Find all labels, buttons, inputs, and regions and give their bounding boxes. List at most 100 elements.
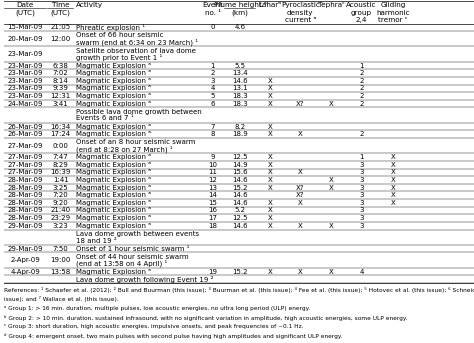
- Text: no. ¹: no. ¹: [204, 10, 220, 15]
- Text: growth prior to Event 1 ¹: growth prior to Event 1 ¹: [76, 54, 162, 61]
- Text: 26-Mar-09: 26-Mar-09: [8, 123, 43, 130]
- Text: Magmatic Explosion ᵃ: Magmatic Explosion ᵃ: [76, 269, 151, 274]
- Text: X: X: [268, 269, 273, 274]
- Text: 14.6: 14.6: [232, 177, 248, 183]
- Text: 17: 17: [208, 215, 217, 221]
- Text: Magmatic Explosion ᵃ: Magmatic Explosion ᵃ: [76, 169, 151, 175]
- Text: 2-Apr-09: 2-Apr-09: [10, 257, 40, 263]
- Text: Onset of 44 hour seismic swarm: Onset of 44 hour seismic swarm: [76, 254, 188, 260]
- Text: X?: X?: [296, 185, 304, 191]
- Text: X: X: [268, 85, 273, 92]
- Text: 2: 2: [359, 85, 364, 92]
- Text: Magmatic Explosion ᵃ: Magmatic Explosion ᵃ: [76, 177, 151, 183]
- Text: 28-Mar-09: 28-Mar-09: [8, 200, 43, 206]
- Text: 2: 2: [359, 93, 364, 99]
- Text: 26-Mar-09: 26-Mar-09: [8, 131, 43, 137]
- Text: X: X: [391, 154, 395, 160]
- Text: Onset of 66 hour seismic: Onset of 66 hour seismic: [76, 33, 163, 38]
- Text: 18.3: 18.3: [232, 93, 248, 99]
- Text: 8:14: 8:14: [53, 78, 69, 84]
- Text: Possible lava dome growth between: Possible lava dome growth between: [76, 109, 201, 115]
- Text: 14.6: 14.6: [232, 78, 248, 84]
- Text: harmonic: harmonic: [376, 10, 410, 15]
- Text: (end at 13:58 on 4 April) ¹: (end at 13:58 on 4 April) ¹: [76, 260, 167, 267]
- Text: X: X: [268, 131, 273, 137]
- Text: 16:34: 16:34: [51, 123, 71, 130]
- Text: X: X: [391, 200, 395, 206]
- Text: 9:20: 9:20: [53, 200, 69, 206]
- Text: X: X: [268, 123, 273, 130]
- Text: 4: 4: [359, 269, 364, 274]
- Text: Time: Time: [52, 2, 70, 8]
- Text: Magmatic Explosion ᵃ: Magmatic Explosion ᵃ: [76, 85, 151, 92]
- Text: 21:40: 21:40: [51, 208, 71, 213]
- Text: (UTC): (UTC): [16, 9, 36, 16]
- Text: X: X: [268, 154, 273, 160]
- Text: 14.6: 14.6: [232, 223, 248, 229]
- Text: 28-Mar-09: 28-Mar-09: [8, 177, 43, 183]
- Text: Phreatic explosion ¹: Phreatic explosion ¹: [76, 24, 145, 31]
- Text: 8.2: 8.2: [235, 123, 246, 130]
- Text: Magmatic Explosion ᵃ: Magmatic Explosion ᵃ: [76, 93, 151, 99]
- Text: X: X: [268, 169, 273, 175]
- Text: 9:39: 9:39: [53, 85, 69, 92]
- Text: 1:41: 1:41: [53, 177, 69, 183]
- Text: 3: 3: [359, 162, 364, 168]
- Text: Acoustic: Acoustic: [346, 2, 377, 8]
- Text: Magmatic Explosion ᵃ: Magmatic Explosion ᵃ: [76, 131, 151, 137]
- Text: 27-Mar-09: 27-Mar-09: [8, 154, 43, 160]
- Text: Magmatic Explosion ᵃ: Magmatic Explosion ᵃ: [76, 70, 151, 76]
- Text: 20-Mar-09: 20-Mar-09: [8, 36, 43, 42]
- Text: 6: 6: [210, 101, 215, 107]
- Text: Laharᵇ: Laharᵇ: [259, 2, 282, 8]
- Text: Activity: Activity: [76, 2, 103, 8]
- Text: Pyroclastic: Pyroclastic: [281, 2, 319, 8]
- Text: 12.5: 12.5: [233, 154, 248, 160]
- Text: Magmatic Explosion ᵃ: Magmatic Explosion ᵃ: [76, 215, 151, 221]
- Text: X: X: [268, 162, 273, 168]
- Text: 4-Apr-09: 4-Apr-09: [10, 269, 40, 274]
- Text: X: X: [391, 169, 395, 175]
- Text: 18.9: 18.9: [232, 131, 248, 137]
- Text: 8:29: 8:29: [53, 162, 69, 168]
- Text: 2: 2: [359, 101, 364, 107]
- Text: 7: 7: [210, 123, 215, 130]
- Text: Magmatic Explosion ᵃ: Magmatic Explosion ᵃ: [76, 123, 151, 130]
- Text: 4: 4: [210, 85, 215, 92]
- Text: X: X: [329, 177, 334, 183]
- Text: Onset of 1 hour seismic swarm ¹: Onset of 1 hour seismic swarm ¹: [76, 246, 189, 252]
- Text: 28-Mar-09: 28-Mar-09: [8, 215, 43, 221]
- Text: 3: 3: [359, 169, 364, 175]
- Text: 28-Mar-09: 28-Mar-09: [8, 185, 43, 191]
- Text: Satellite observation of lava dome: Satellite observation of lava dome: [76, 48, 196, 54]
- Text: Magmatic Explosion ᵃ: Magmatic Explosion ᵃ: [76, 62, 151, 69]
- Text: 14.6: 14.6: [232, 200, 248, 206]
- Text: 1: 1: [359, 154, 364, 160]
- Text: 14.9: 14.9: [232, 162, 248, 168]
- Text: X: X: [268, 200, 273, 206]
- Text: current ᵃ: current ᵃ: [284, 17, 316, 23]
- Text: Gliding: Gliding: [380, 2, 406, 8]
- Text: (UTC): (UTC): [51, 9, 71, 16]
- Text: 24-Mar-09: 24-Mar-09: [8, 101, 43, 107]
- Text: 11: 11: [208, 169, 217, 175]
- Text: 5: 5: [210, 93, 215, 99]
- Text: 18.3: 18.3: [232, 101, 248, 107]
- Text: 12:31: 12:31: [51, 93, 71, 99]
- Text: References: ¹ Schaefer et al. (2012); ² Bull and Buurman (this issue); ³ Buurman: References: ¹ Schaefer et al. (2012); ² …: [4, 287, 474, 293]
- Text: Lava dome growth following Event 19 ²: Lava dome growth following Event 19 ²: [76, 276, 213, 283]
- Text: 23-Mar-09: 23-Mar-09: [8, 70, 43, 76]
- Text: 16:39: 16:39: [51, 169, 71, 175]
- Text: density: density: [287, 10, 313, 15]
- Text: group: group: [351, 10, 372, 15]
- Text: X?: X?: [296, 101, 304, 107]
- Text: 13.4: 13.4: [232, 70, 248, 76]
- Text: Tephraᶜ: Tephraᶜ: [318, 2, 345, 8]
- Text: 2: 2: [359, 78, 364, 84]
- Text: X: X: [268, 185, 273, 191]
- Text: X: X: [329, 185, 334, 191]
- Text: Magmatic Explosion ᵃ: Magmatic Explosion ᵃ: [76, 101, 151, 107]
- Text: 3: 3: [359, 223, 364, 229]
- Text: 4.6: 4.6: [235, 24, 246, 31]
- Text: Events 6 and 7 ¹: Events 6 and 7 ¹: [76, 116, 133, 121]
